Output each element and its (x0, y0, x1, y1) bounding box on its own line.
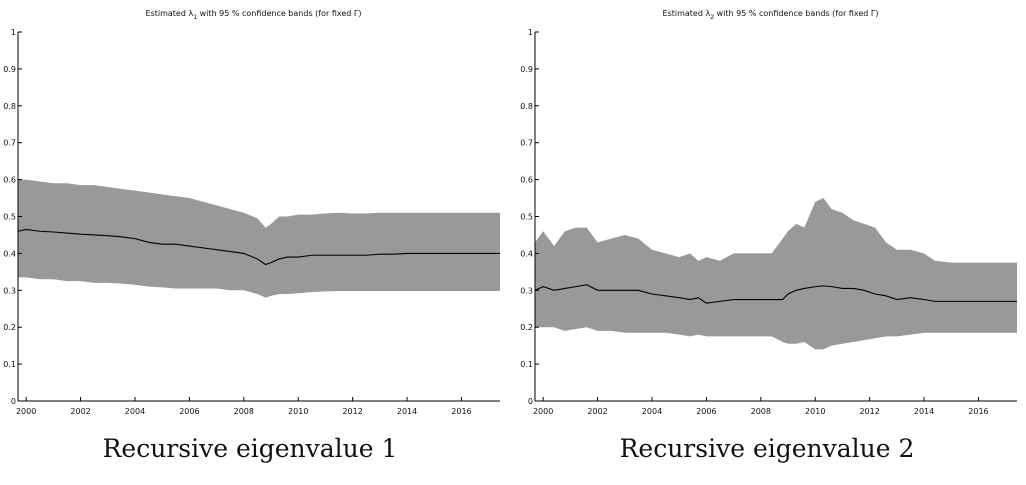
chart-caption-2: Recursive eigenvalue 2 (619, 434, 915, 463)
chart-panel-2: Estimated λ2 with 95 % confidence bands … (517, 0, 1017, 485)
estimate-line-2 (534, 284, 1017, 304)
chart-panel-1: Estimated λ1 with 95 % confidence bands … (0, 0, 500, 485)
y-tick-label: 0.3 (520, 286, 533, 295)
x-tick-label: 2016 (968, 407, 988, 416)
y-tick-label: 0.4 (520, 249, 533, 258)
x-tick-label: 2004 (125, 407, 145, 416)
x-tick-label: 2016 (451, 407, 471, 416)
x-tick-label: 2000 (533, 407, 553, 416)
x-tick-label: 2002 (587, 407, 607, 416)
y-tick-label: 0.2 (3, 323, 16, 332)
y-tick-label: 0.6 (3, 176, 16, 185)
x-tick-label: 2006 (179, 407, 199, 416)
confidence-band-1 (18, 179, 500, 298)
chart-caption-1: Recursive eigenvalue 1 (102, 434, 398, 463)
chart-title-2: Estimated λ2 with 95 % confidence bands … (663, 9, 879, 21)
x-tick-label: 2004 (642, 407, 662, 416)
y-tick-label: 0 (11, 397, 16, 406)
confidence-band-2 (535, 198, 1017, 350)
x-tick-label: 2000 (16, 407, 36, 416)
chart-title-1: Estimated λ1 with 95 % confidence bands … (146, 9, 362, 21)
x-tick-label: 2010 (288, 407, 308, 416)
x-tick-label: 2002 (70, 407, 90, 416)
x-tick-label: 2008 (234, 407, 254, 416)
chart-svg-1: Estimated λ1 with 95 % confidence bands … (3, 9, 500, 416)
y-tick-label: 0.4 (3, 249, 16, 258)
y-tick-label: 0.1 (3, 360, 16, 369)
y-tick-label: 0.2 (520, 323, 533, 332)
y-tick-label: 0.8 (3, 102, 16, 111)
y-tick-label: 0.6 (520, 176, 533, 185)
y-tick-label: 0.9 (3, 65, 16, 74)
chart-svg-2: Estimated λ2 with 95 % confidence bands … (520, 9, 1017, 416)
y-tick-label: 0.8 (520, 102, 533, 111)
y-tick-label: 0.5 (520, 213, 533, 222)
x-tick-label: 2012 (859, 407, 879, 416)
x-tick-label: 2006 (696, 407, 716, 416)
y-tick-label: 0.5 (3, 213, 16, 222)
x-tick-label: 2014 (914, 407, 934, 416)
x-tick-label: 2008 (751, 407, 771, 416)
y-tick-label: 1 (11, 28, 16, 37)
y-tick-label: 0.1 (520, 360, 533, 369)
y-tick-label: 0.7 (520, 139, 533, 148)
y-tick-label: 0.7 (3, 139, 16, 148)
x-tick-label: 2014 (397, 407, 417, 416)
y-tick-label: 0.3 (3, 286, 16, 295)
y-tick-label: 1 (528, 28, 533, 37)
y-tick-label: 0 (528, 397, 533, 406)
y-tick-label: 0.9 (520, 65, 533, 74)
x-tick-label: 2012 (342, 407, 362, 416)
x-tick-label: 2010 (805, 407, 825, 416)
estimate-line-1 (17, 228, 500, 266)
